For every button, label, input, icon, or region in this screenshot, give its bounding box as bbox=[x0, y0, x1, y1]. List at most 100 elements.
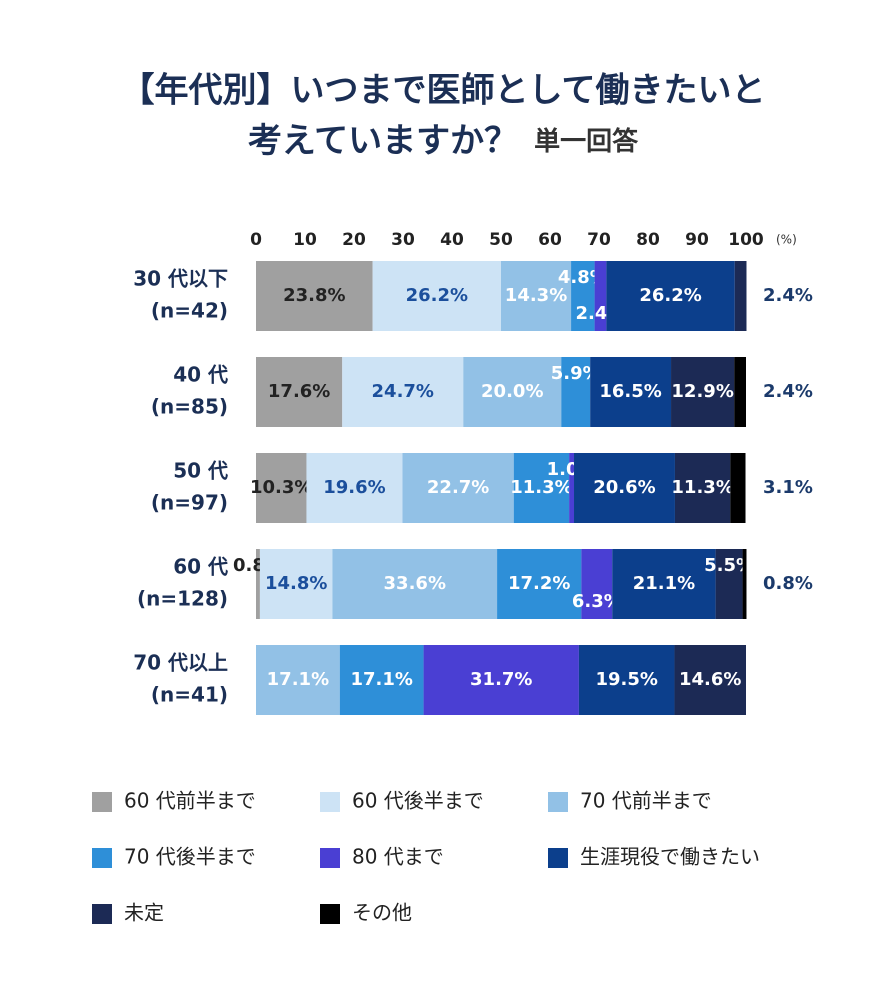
bar-segment bbox=[306, 453, 403, 523]
bar-segment bbox=[423, 645, 579, 715]
bar-segment bbox=[372, 261, 501, 331]
bar-segment bbox=[715, 549, 743, 619]
legend-swatch bbox=[548, 792, 568, 812]
legend-label: その他 bbox=[352, 901, 412, 925]
bar-segment bbox=[497, 549, 582, 619]
bar-segment bbox=[578, 645, 675, 715]
category-label: 30 代以下 bbox=[133, 267, 228, 291]
bar-segment bbox=[571, 261, 595, 331]
value-label: 17.2% bbox=[508, 573, 570, 594]
bar-segment bbox=[742, 549, 747, 619]
legend-label: 60 代前半まで bbox=[124, 789, 256, 813]
axis-unit: (%) bbox=[776, 233, 797, 247]
value-label: 16.5% bbox=[599, 381, 661, 402]
category-label: 60 代 bbox=[173, 555, 228, 579]
value-label: 17.1% bbox=[350, 669, 412, 690]
chart-subtitle: 単一回答 bbox=[534, 126, 639, 157]
legend-swatch bbox=[92, 792, 112, 812]
value-label: 22.7% bbox=[427, 477, 489, 498]
legend-swatch bbox=[320, 792, 340, 812]
value-label: 6.3% bbox=[572, 591, 622, 612]
bar-segment bbox=[606, 261, 735, 331]
value-label: 20.0% bbox=[481, 381, 543, 402]
value-label: 0.8% bbox=[763, 573, 813, 594]
value-label: 24.7% bbox=[372, 381, 434, 402]
chart-title: 考えていますか？ bbox=[248, 121, 518, 161]
legend-swatch bbox=[92, 848, 112, 868]
bar-segment bbox=[501, 261, 572, 331]
bar-segment bbox=[612, 549, 716, 619]
bar-segment bbox=[574, 453, 675, 523]
bar-segment bbox=[671, 357, 735, 427]
bar-segment bbox=[581, 549, 613, 619]
category-count: (n=128) bbox=[137, 587, 228, 611]
value-label: 19.6% bbox=[323, 477, 385, 498]
value-label: 11.3% bbox=[671, 477, 733, 498]
legend-label: 80 代まで bbox=[352, 845, 444, 869]
bar-segment bbox=[674, 645, 746, 715]
bar-segment bbox=[674, 453, 731, 523]
value-label: 17.6% bbox=[268, 381, 330, 402]
value-label: 23.8% bbox=[283, 285, 345, 306]
legend-swatch bbox=[320, 848, 340, 868]
x-tick-label: 80 bbox=[636, 230, 660, 250]
legend-label: 70 代前半まで bbox=[580, 789, 712, 813]
x-tick-label: 0 bbox=[250, 230, 262, 250]
bar-segment bbox=[730, 453, 746, 523]
value-label: 11.3% bbox=[510, 477, 572, 498]
category-count: (n=97) bbox=[151, 491, 228, 515]
value-label: 14.3% bbox=[505, 285, 567, 306]
x-tick-label: 90 bbox=[685, 230, 709, 250]
legend-label: 生涯現役で働きたい bbox=[580, 845, 760, 869]
x-tick-label: 40 bbox=[440, 230, 464, 250]
x-tick-label: 10 bbox=[293, 230, 317, 250]
bar-segment bbox=[256, 549, 260, 619]
value-label: 26.2% bbox=[639, 285, 701, 306]
bar-segment bbox=[734, 357, 746, 427]
category-label: 40 代 bbox=[173, 363, 228, 387]
x-tick-label: 60 bbox=[538, 230, 562, 250]
value-label: 33.6% bbox=[384, 573, 446, 594]
legend-swatch bbox=[548, 848, 568, 868]
bar-segment bbox=[256, 261, 373, 331]
bar-segment bbox=[569, 453, 575, 523]
legend-label: 70 代後半まで bbox=[124, 845, 256, 869]
x-tick-label: 100 bbox=[728, 230, 764, 250]
legend-swatch bbox=[92, 904, 112, 924]
bar-segment bbox=[402, 453, 514, 523]
value-label: 26.2% bbox=[406, 285, 468, 306]
legend-label: 60 代後半まで bbox=[352, 789, 484, 813]
bar-segment bbox=[463, 357, 562, 427]
value-label: 17.1% bbox=[267, 669, 329, 690]
x-tick-label: 20 bbox=[342, 230, 366, 250]
category-count: (n=42) bbox=[151, 299, 228, 323]
bar-segment bbox=[590, 357, 672, 427]
category-count: (n=41) bbox=[151, 683, 228, 707]
bar-segment bbox=[513, 453, 570, 523]
chart-title: 【年代別】いつまで医師として働きたいと bbox=[121, 71, 766, 111]
x-tick-label: 30 bbox=[391, 230, 415, 250]
value-label: 2.4% bbox=[763, 285, 813, 306]
bar-segment bbox=[256, 453, 307, 523]
value-label: 21.1% bbox=[633, 573, 695, 594]
value-label: 3.1% bbox=[763, 477, 813, 498]
bar-segment bbox=[342, 357, 464, 427]
category-label: 50 代 bbox=[173, 459, 228, 483]
bar-segment bbox=[594, 261, 607, 331]
bar-segment bbox=[332, 549, 498, 619]
bar-segment bbox=[734, 261, 747, 331]
legend-label: 未定 bbox=[124, 901, 164, 925]
x-tick-label: 70 bbox=[587, 230, 611, 250]
category-count: (n=85) bbox=[151, 395, 228, 419]
category-label: 70 代以上 bbox=[133, 651, 228, 675]
x-tick-label: 50 bbox=[489, 230, 513, 250]
value-label: 5.5% bbox=[704, 555, 754, 576]
bar-segment bbox=[561, 357, 591, 427]
legend-swatch bbox=[320, 904, 340, 924]
value-label: 5.9% bbox=[551, 363, 601, 384]
value-label: 14.8% bbox=[265, 573, 327, 594]
bar-segment bbox=[256, 357, 343, 427]
bar-segment bbox=[339, 645, 424, 715]
value-label: 10.3% bbox=[250, 477, 312, 498]
